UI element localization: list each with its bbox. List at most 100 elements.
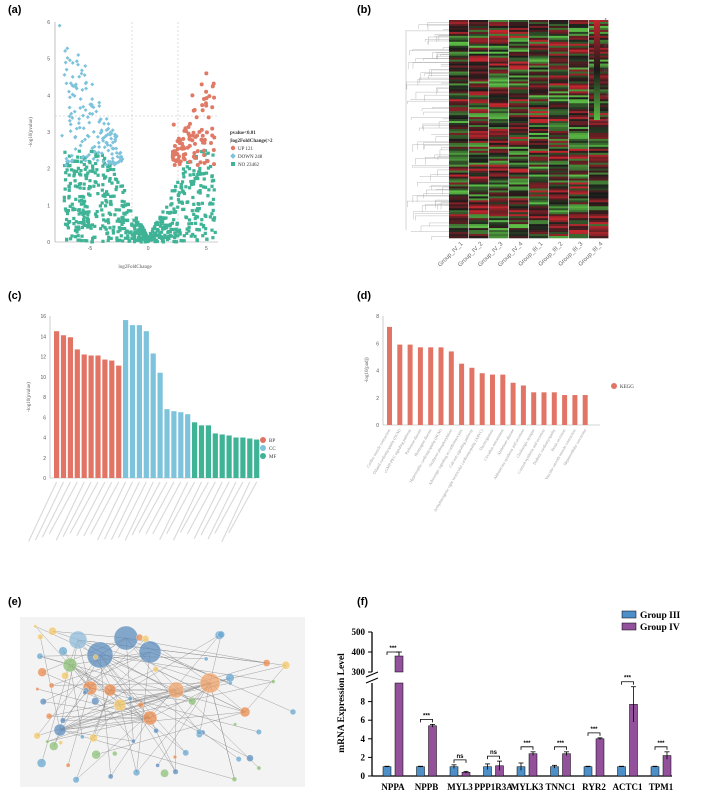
heatmap-cell [469, 109, 489, 112]
volcano-point-no [108, 164, 112, 168]
heatmap-cell [549, 226, 569, 229]
volcano-point-no [138, 232, 142, 236]
network-node [203, 656, 209, 662]
heatmap-cell [509, 148, 529, 152]
heatmap-cell [489, 65, 509, 68]
heatmap-cell [529, 71, 549, 74]
network-node [141, 635, 150, 643]
heatmap-cell [509, 35, 529, 39]
volcano-point-no [85, 165, 89, 169]
heatmap-cell [529, 43, 549, 47]
heatmap-cell [469, 230, 489, 233]
volcano-point-no [81, 220, 86, 224]
heatmap-cell [569, 220, 589, 223]
volcano-point-down [77, 116, 82, 121]
volcano-point-no [191, 182, 196, 186]
volcano-point-down [95, 134, 100, 139]
volcano-point-no [76, 166, 80, 170]
volcano-point-up [186, 131, 191, 136]
volcano-point-no [86, 218, 90, 222]
heatmap-cell [569, 51, 589, 54]
heatmap-cell [549, 208, 569, 211]
volcano-point-no [67, 188, 71, 192]
heatmap-cell [569, 35, 589, 39]
heatmap-cell [509, 111, 529, 114]
volcano-point-no [204, 171, 209, 175]
heatmap-cell [509, 49, 529, 53]
heatmap-cell [469, 65, 489, 68]
heatmap-cell [449, 59, 469, 62]
volcano-point-no [63, 187, 67, 191]
volcano-point-no [103, 225, 107, 230]
heatmap-cell [529, 20, 549, 23]
heatmap-cell [589, 188, 609, 191]
volcano-point-up [172, 162, 177, 167]
heatmap-cell [569, 196, 589, 199]
volcano-point-no [79, 168, 83, 173]
go-bar-mf [192, 422, 198, 478]
heatmap-cell [529, 180, 549, 183]
qpcr-bar-group-iii [650, 766, 660, 777]
heatmap-cell [449, 166, 469, 169]
network-node [62, 657, 78, 673]
volcano-point-no [205, 237, 209, 241]
heatmap-cell [509, 176, 529, 179]
heatmap-cell [489, 144, 509, 148]
network-node [256, 765, 262, 771]
heatmap-cell [469, 162, 489, 165]
heatmap-cell [469, 158, 489, 162]
volcano-point-no [102, 161, 106, 166]
heatmap-cell [509, 29, 529, 33]
volcano-point-no [77, 172, 82, 176]
go-xlabel-mark [173, 481, 202, 541]
volcano-point-no [103, 156, 107, 160]
qpcr-bar-group-iii [382, 766, 392, 777]
heatmap-cell [589, 136, 609, 140]
heatmap-cell [469, 67, 489, 70]
kegg-bar [531, 392, 537, 425]
heatmap-cell [449, 71, 469, 74]
heatmap-cell [569, 180, 589, 183]
heatmap-cell [569, 99, 589, 102]
heatmap-cell [529, 182, 549, 185]
volcano-point-no [78, 195, 82, 199]
heatmap-cell [569, 162, 589, 165]
volcano-point-no [122, 189, 127, 193]
volcano-point-up [190, 93, 195, 98]
network-edge [136, 682, 211, 773]
heatmap-cell [529, 113, 549, 116]
go-bar-cc [164, 409, 170, 478]
volcano-point-no [125, 210, 129, 215]
heatmap-cell [449, 99, 469, 102]
heatmap-cell [589, 158, 609, 162]
volcano-point-down [66, 89, 71, 94]
heatmap-cell [509, 99, 529, 102]
heatmap-cell [529, 212, 549, 215]
volcano-point-no [175, 221, 179, 225]
volcano-point-no [75, 159, 79, 163]
heatmap-cell [509, 79, 529, 82]
heatmap-cell [549, 236, 569, 239]
kegg-ylabel: -log10(padj) [365, 357, 370, 382]
kegg-bar [510, 382, 516, 425]
heatmap-cell [449, 174, 469, 177]
volcano-point-no [98, 204, 102, 208]
volcano-point-no [110, 181, 114, 185]
heatmap-cell [509, 206, 529, 209]
go-xlabel-mark [28, 481, 58, 542]
kegg-ytick: 6 [376, 341, 379, 347]
network-node [68, 630, 88, 650]
volcano-point-up [188, 121, 193, 126]
heatmap-cell [489, 55, 509, 58]
volcano-point-no [126, 218, 130, 222]
heatmap-cell [469, 152, 489, 156]
qpcr-ytick: 4 [361, 734, 366, 744]
heatmap-cell [509, 43, 529, 47]
legend-group-iv-label: Group IV [640, 623, 680, 633]
heatmap-cell [569, 69, 589, 72]
volcano-point-no [171, 227, 175, 232]
heatmap-cell [549, 75, 569, 78]
heatmap-cell [489, 109, 509, 112]
volcano-point-up [188, 137, 193, 142]
